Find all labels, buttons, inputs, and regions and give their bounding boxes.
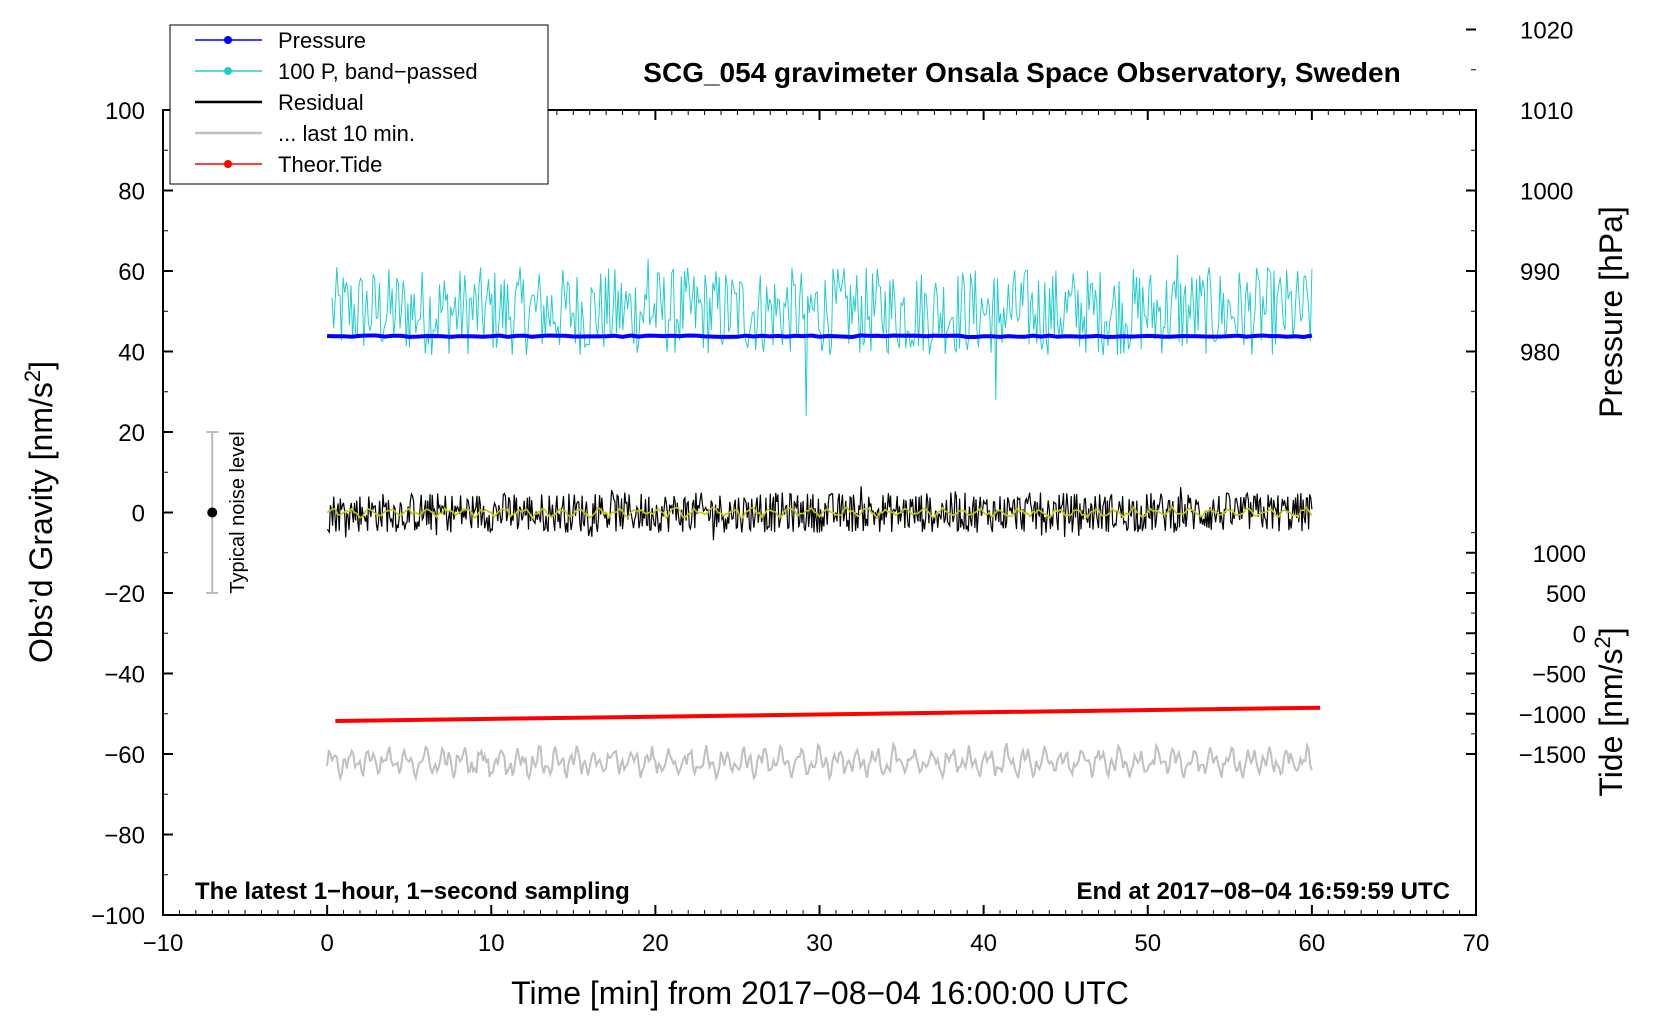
y-axis-title-pressure: Pressure [hPa] (1593, 206, 1629, 418)
legend-label: Theor.Tide (278, 152, 382, 177)
y-tick-label: 40 (118, 340, 145, 367)
y-tick-label: −100 (91, 903, 145, 930)
y-tick-label: −80 (104, 823, 145, 850)
tide-tick-label: 1000 (1533, 541, 1586, 568)
legend-label: Pressure (278, 28, 366, 53)
y-tick-label: −40 (104, 662, 145, 689)
x-tick-label: 50 (1134, 930, 1161, 957)
series-last-10-min (326, 740, 1313, 783)
legend-label: Residual (278, 90, 364, 115)
x-tick-label: 30 (806, 930, 833, 957)
series-pressure (327, 333, 1313, 340)
legend-label: 100 P, band−passed (278, 59, 478, 84)
pressure-tick-label: 1000 (1520, 179, 1573, 206)
y-tick-label: 60 (118, 259, 145, 286)
noise-center-dot (207, 507, 218, 518)
x-tick-label: 40 (970, 930, 997, 957)
x-axis-title: Time [min] from 2017−08−04 16:00:00 UTC (511, 975, 1129, 1011)
x-tick-label: 60 (1299, 930, 1326, 957)
annotation-end-time: End at 2017−08−04 16:59:59 UTC (1076, 878, 1450, 905)
y-tick-label: −20 (104, 581, 145, 608)
series-pressure-bandpassed (331, 254, 1313, 416)
series-residual (326, 486, 1313, 541)
annotation-sampling: The latest 1−hour, 1−second sampling (195, 878, 630, 905)
y-axis-title-tide: Tide [nm/s2] (1590, 627, 1629, 796)
legend-box (169, 24, 549, 185)
x-tick-label: 0 (320, 930, 333, 957)
x-tick-label: 20 (642, 930, 669, 957)
pressure-tick-label: 990 (1520, 259, 1560, 286)
legend-marker (224, 67, 232, 75)
noise-level-marker (206, 431, 219, 594)
tide-tick-label: −1000 (1519, 702, 1586, 729)
tide-tick-label: 0 (1573, 621, 1586, 648)
chart-title: SCG_054 gravimeter Onsala Space Observat… (643, 57, 1400, 88)
series-theor-tide (335, 705, 1321, 723)
x-tick-label: 70 (1463, 930, 1490, 957)
pressure-tick-label: 1020 (1520, 18, 1573, 45)
pressure-tick-label: 980 (1520, 340, 1560, 367)
tide-tick-label: 500 (1546, 581, 1586, 608)
tide-tick-label: −500 (1532, 662, 1586, 689)
legend-label: ... last 10 min. (278, 121, 415, 146)
tide-tick-label: −1500 (1519, 742, 1586, 769)
legend-marker (224, 36, 232, 44)
x-tick-label: 10 (478, 930, 505, 957)
legend-marker (224, 160, 232, 168)
y-axis-title-left: Obs’d Gravity [nm/s2] (20, 361, 59, 663)
series-residual-smoothed (326, 505, 1313, 520)
noise-level-label: Typical noise level (227, 431, 249, 593)
y-tick-label: 100 (105, 98, 145, 125)
x-tick-label: −10 (143, 930, 184, 957)
series-layer (326, 254, 1321, 783)
y-tick-label: 80 (118, 179, 145, 206)
axes-layer: −10 0 10 20 30 40 50 60 70−100−80−60−40−20020406… (91, 18, 1586, 958)
legend: Pressure 100 P, band−passed Residual ... la… (169, 24, 549, 185)
y-tick-label: −60 (104, 742, 145, 769)
y-tick-label: 20 (118, 420, 145, 447)
y-tick-label: 0 (132, 501, 145, 528)
pressure-tick-label: 1010 (1520, 98, 1573, 125)
